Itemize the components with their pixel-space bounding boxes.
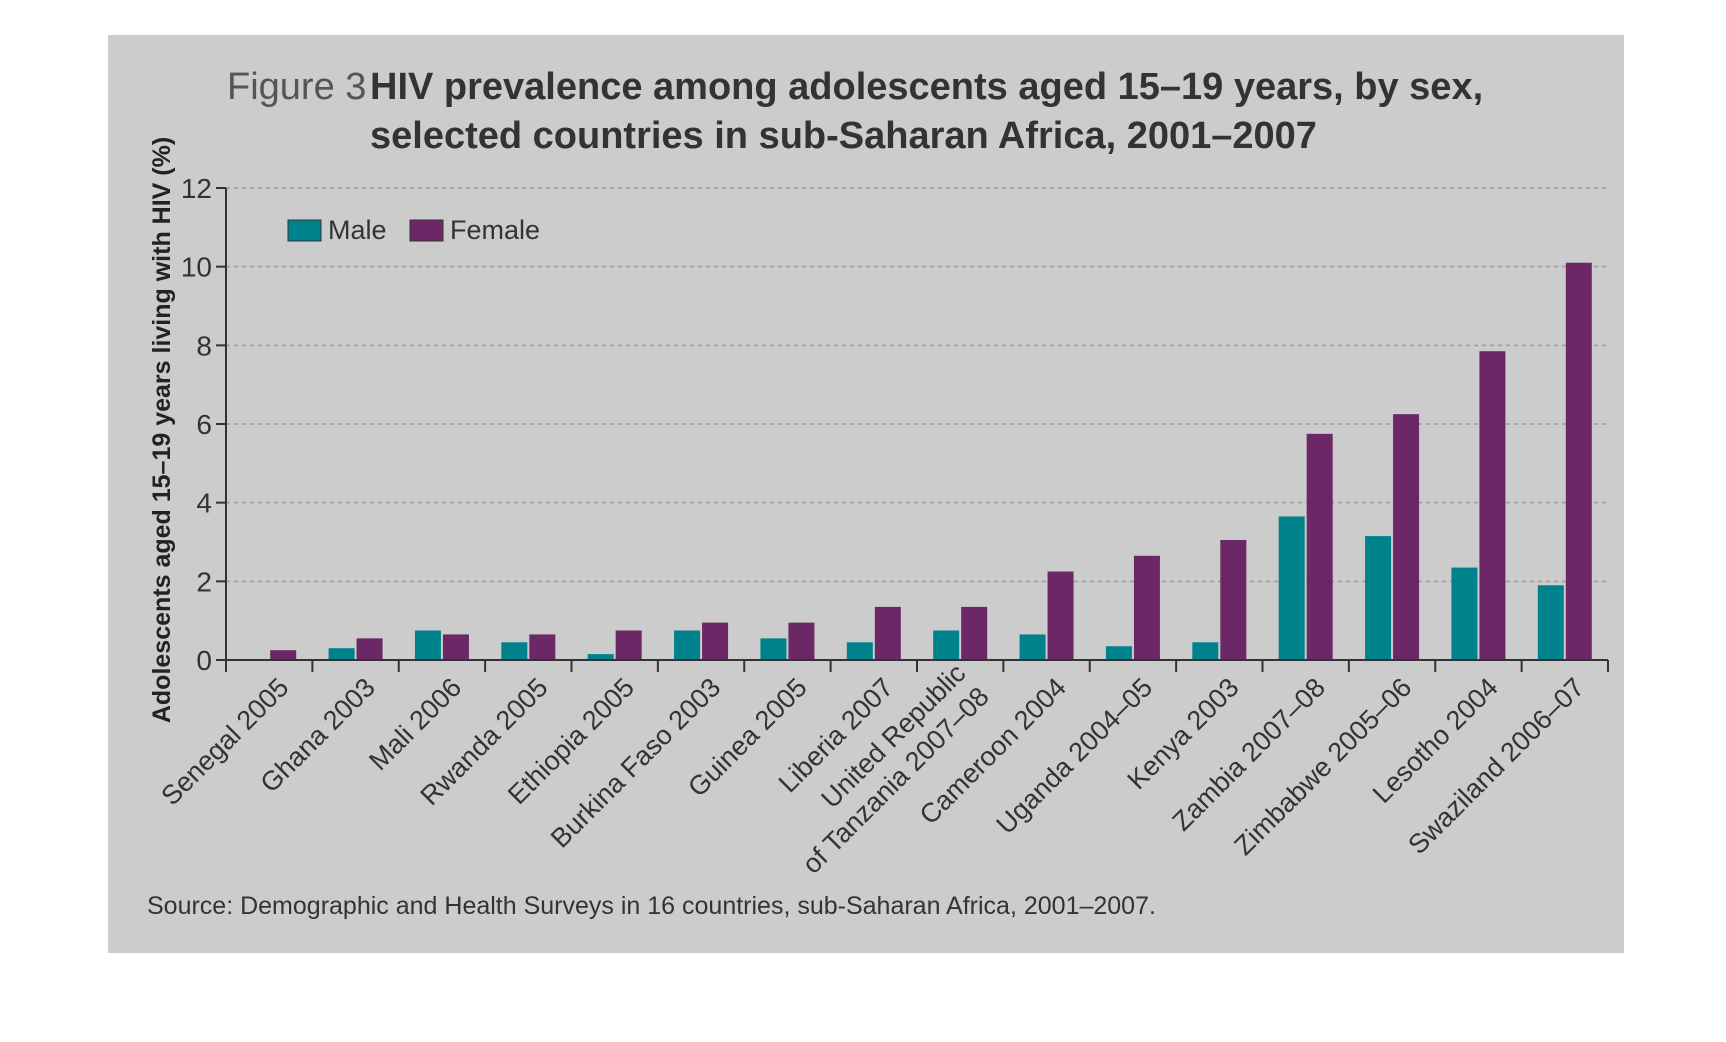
y-tick-label: 10 (181, 252, 212, 283)
y-tick-label: 2 (196, 566, 212, 597)
y-tick-label: 12 (181, 173, 212, 204)
y-tick-label: 8 (196, 330, 212, 361)
bar-female (356, 638, 383, 660)
bar-male (1365, 536, 1392, 660)
bar-female (788, 622, 815, 660)
legend-swatch-male (287, 219, 322, 242)
legend: Male Female (287, 215, 540, 245)
bar-male (1451, 567, 1478, 660)
bar-male (328, 648, 355, 660)
bar-female (1047, 571, 1074, 660)
y-axis-label: Adolescents aged 15–19 years living with… (148, 137, 176, 723)
bar-male (760, 638, 787, 660)
bars (270, 262, 1592, 660)
bar-male (1278, 516, 1305, 660)
x-tick-label: Burkina Faso 2003 (545, 672, 726, 853)
bar-male (1537, 585, 1564, 660)
bar-female (442, 634, 469, 660)
figure-panel: Figure 3 HIV prevalence among adolescent… (108, 35, 1624, 953)
bar-male (933, 630, 960, 660)
bar-female (615, 630, 642, 660)
bar-male (846, 642, 873, 660)
bar-female (1220, 540, 1247, 660)
bar-female (1133, 555, 1160, 660)
legend-label-male: Male (328, 215, 387, 245)
bar-female (270, 650, 297, 660)
figure-label: Figure 3 (227, 66, 366, 108)
bar-male (1105, 646, 1132, 660)
x-tick-label: Zambia 2007–08 (1166, 672, 1331, 837)
bar-female (961, 606, 988, 660)
bar-male (674, 630, 701, 660)
chart-title-line1: HIV prevalence among adolescents aged 15… (370, 66, 1483, 108)
y-tick-label: 6 (196, 409, 212, 440)
axes (225, 188, 1609, 672)
bar-female (529, 634, 556, 660)
bar-male (587, 654, 614, 660)
bar-female (702, 622, 729, 660)
x-tick-label-line: Zambia 2007–08 (1166, 672, 1331, 837)
bar-female (1306, 433, 1333, 660)
bar-male (414, 630, 441, 660)
x-tick-label-line: Burkina Faso 2003 (545, 672, 726, 853)
chart-title-line2: selected countries in sub-Saharan Africa… (370, 115, 1317, 157)
grid-lines (226, 187, 1608, 583)
bar-male (1019, 634, 1046, 660)
y-tick-label: 0 (196, 645, 212, 676)
bar-male (501, 642, 528, 660)
bar-female (874, 606, 901, 660)
legend-label-female: Female (450, 215, 540, 245)
bar-female (1479, 351, 1506, 660)
y-tick-label: 4 (196, 488, 212, 519)
chart: Figure 3 HIV prevalence among adolescent… (147, 66, 1609, 920)
legend-swatch-female (409, 219, 444, 242)
x-tick-label-line: Uganda 2004–05 (991, 672, 1159, 840)
bar-female (1393, 414, 1420, 660)
source-note: Source: Demographic and Health Surveys i… (147, 892, 1156, 920)
y-axis-ticks: 0 2 4 6 8 10 12 (181, 173, 226, 676)
bar-female (1565, 262, 1592, 660)
x-tick-label: Uganda 2004–05 (991, 672, 1159, 840)
bar-male (1192, 642, 1219, 660)
